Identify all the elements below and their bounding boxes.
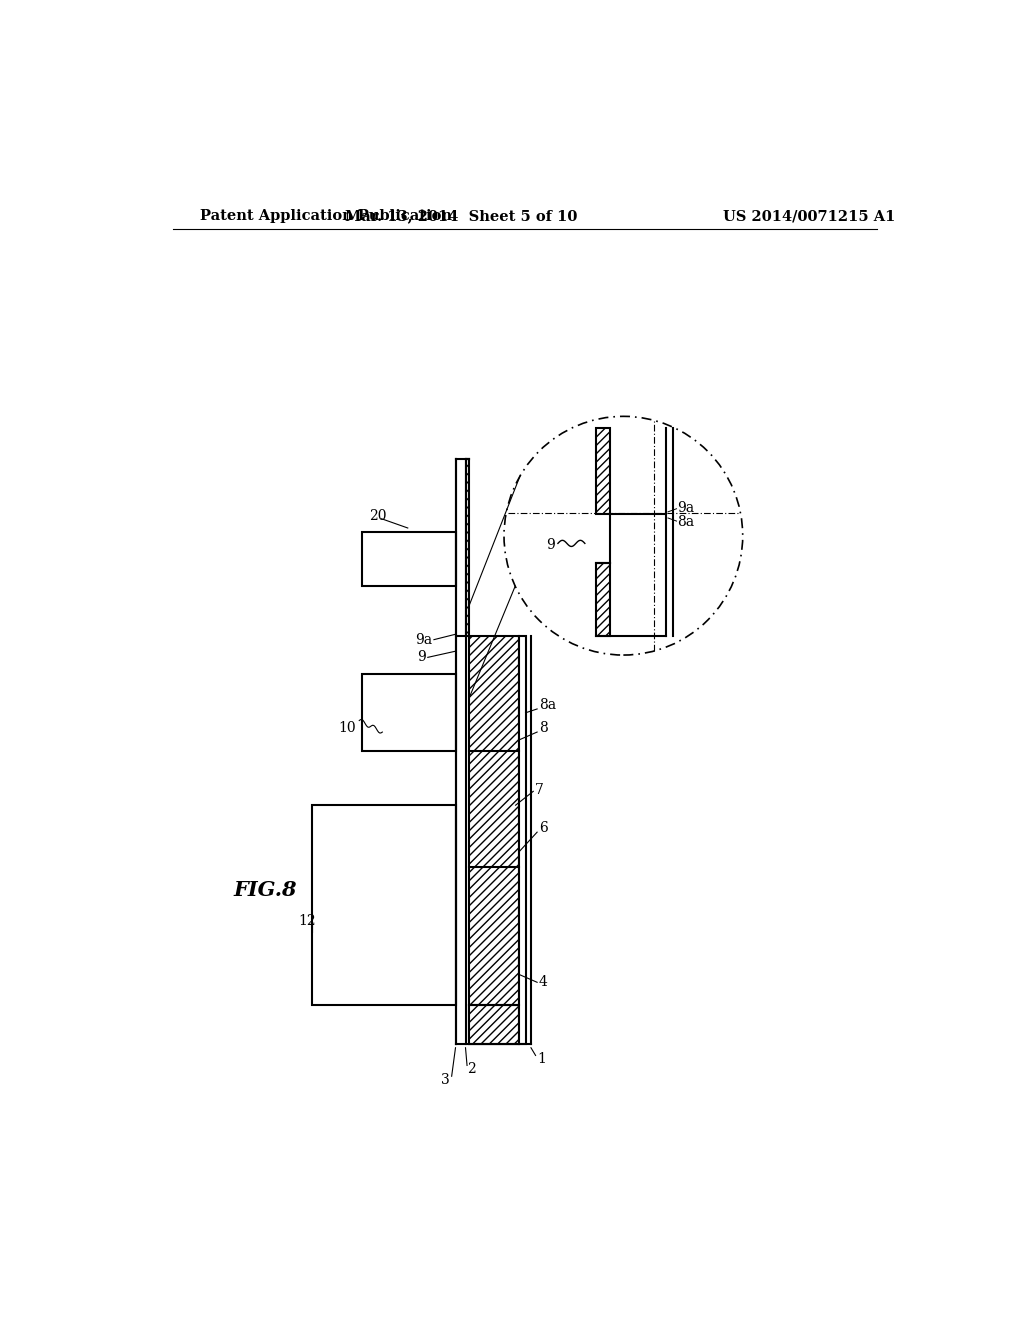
Text: 8: 8	[539, 721, 548, 735]
Text: Patent Application Publication: Patent Application Publication	[200, 209, 452, 223]
Text: 4: 4	[539, 975, 548, 989]
Bar	[596, 562, 609, 636]
Bar	[469, 636, 519, 1044]
Text: FIG.8: FIG.8	[233, 880, 297, 900]
Text: 9a: 9a	[677, 502, 694, 515]
Text: 1: 1	[538, 1052, 546, 1067]
Text: 20: 20	[370, 510, 387, 524]
Bar	[469, 1006, 519, 1044]
Text: 7: 7	[535, 783, 544, 797]
Text: 8a: 8a	[539, 698, 556, 711]
Bar	[361, 675, 456, 751]
Bar	[311, 805, 456, 1006]
Text: 3: 3	[440, 1073, 450, 1088]
Text: 6: 6	[539, 821, 548, 836]
Text: 2: 2	[467, 1063, 476, 1076]
Bar	[361, 532, 456, 586]
Text: 9a: 9a	[416, 632, 432, 647]
Bar	[596, 428, 609, 515]
Text: 12: 12	[298, 913, 316, 928]
Bar	[519, 636, 525, 1044]
Text: 9: 9	[418, 651, 426, 664]
Text: 10: 10	[339, 721, 356, 735]
Text: 9: 9	[547, 539, 555, 552]
Bar	[466, 459, 469, 636]
Text: Mar. 13, 2014  Sheet 5 of 10: Mar. 13, 2014 Sheet 5 of 10	[345, 209, 578, 223]
Text: 8a: 8a	[677, 515, 694, 529]
Text: US 2014/0071215 A1: US 2014/0071215 A1	[724, 209, 896, 223]
